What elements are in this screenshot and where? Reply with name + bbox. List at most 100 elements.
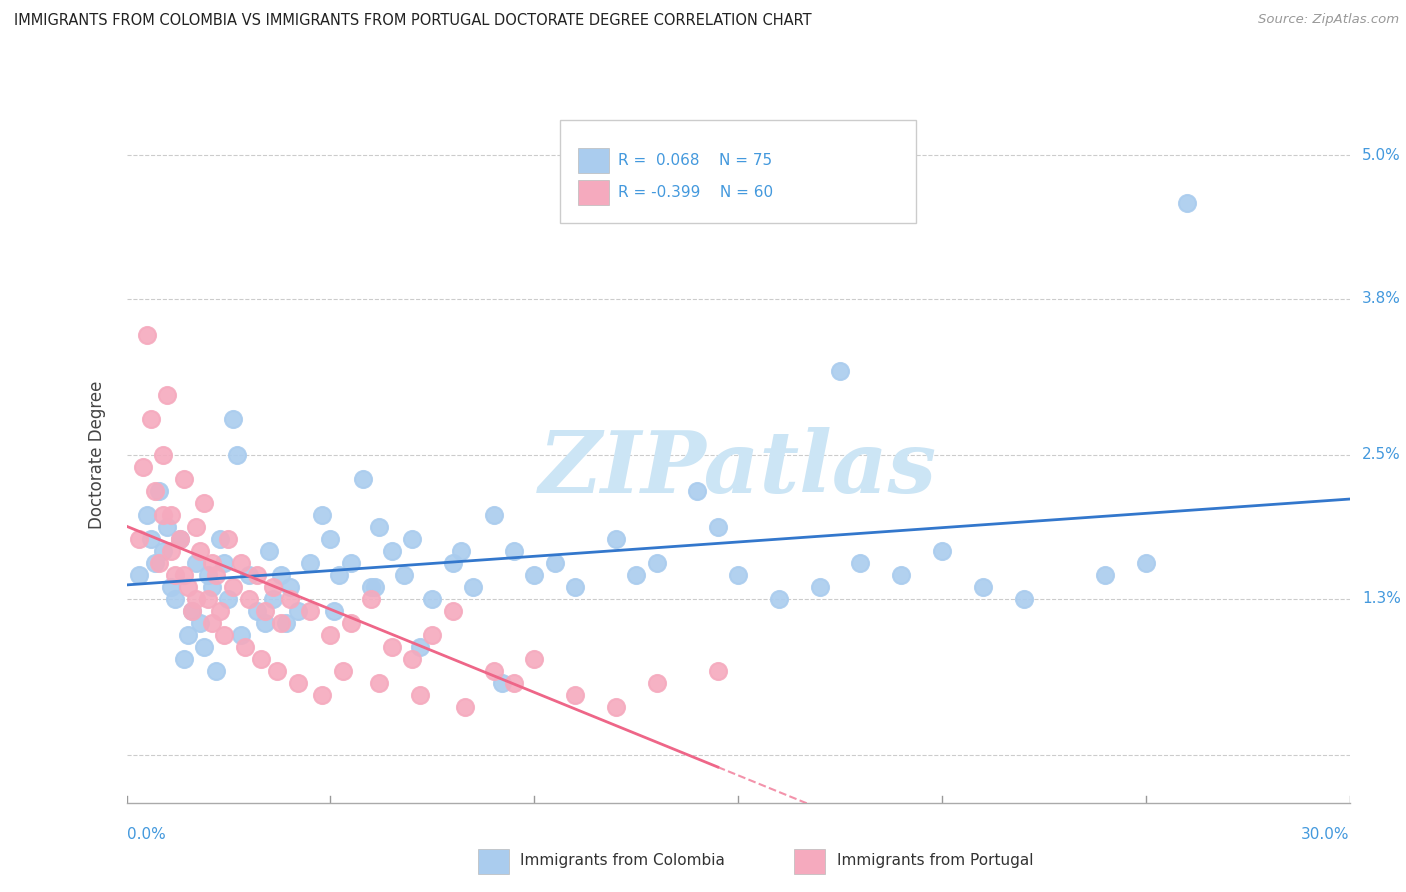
Point bbox=[380, 640, 404, 654]
Point bbox=[401, 652, 423, 666]
Y-axis label: Doctorate Degree: Doctorate Degree bbox=[87, 381, 105, 529]
Point bbox=[270, 567, 292, 582]
Point bbox=[422, 591, 444, 606]
Point bbox=[217, 532, 239, 546]
Point bbox=[214, 556, 236, 570]
Point bbox=[564, 688, 586, 702]
Point bbox=[364, 580, 387, 594]
Point bbox=[392, 567, 415, 582]
Point bbox=[523, 652, 546, 666]
Point bbox=[254, 615, 277, 630]
Point bbox=[221, 580, 243, 594]
Point bbox=[180, 604, 202, 618]
Point bbox=[184, 520, 207, 534]
Point bbox=[849, 556, 872, 570]
Point bbox=[1094, 567, 1116, 582]
Point bbox=[169, 532, 191, 546]
Point bbox=[491, 676, 513, 690]
Point bbox=[360, 591, 382, 606]
Point bbox=[148, 483, 170, 498]
Point bbox=[409, 688, 432, 702]
Point bbox=[503, 676, 526, 690]
Point bbox=[270, 615, 292, 630]
Point bbox=[727, 567, 749, 582]
Point bbox=[238, 591, 260, 606]
Point bbox=[1012, 591, 1035, 606]
Point bbox=[332, 664, 354, 678]
Point bbox=[173, 567, 195, 582]
Point bbox=[380, 544, 404, 558]
Point bbox=[441, 604, 464, 618]
Point bbox=[156, 520, 179, 534]
Point bbox=[311, 688, 333, 702]
Point bbox=[686, 483, 709, 498]
Point bbox=[148, 556, 170, 570]
Text: Immigrants from Colombia: Immigrants from Colombia bbox=[520, 854, 725, 868]
Point bbox=[368, 676, 391, 690]
Text: 1.3%: 1.3% bbox=[1362, 591, 1400, 607]
Point bbox=[441, 556, 464, 570]
Point bbox=[266, 664, 288, 678]
Point bbox=[645, 556, 668, 570]
Point bbox=[233, 640, 256, 654]
Point bbox=[169, 532, 191, 546]
Point bbox=[482, 508, 505, 522]
Point bbox=[1175, 196, 1198, 211]
Point bbox=[184, 591, 207, 606]
Text: Source: ZipAtlas.com: Source: ZipAtlas.com bbox=[1258, 13, 1399, 27]
Point bbox=[543, 556, 565, 570]
Point bbox=[184, 556, 207, 570]
Text: Immigrants from Portugal: Immigrants from Portugal bbox=[837, 854, 1033, 868]
Text: 2.5%: 2.5% bbox=[1362, 448, 1400, 462]
Point bbox=[193, 496, 215, 510]
Point bbox=[706, 520, 728, 534]
Point bbox=[143, 483, 166, 498]
Text: 0.0%: 0.0% bbox=[127, 827, 166, 841]
Text: R = -0.399    N = 60: R = -0.399 N = 60 bbox=[617, 185, 773, 200]
Point bbox=[299, 604, 322, 618]
Text: 30.0%: 30.0% bbox=[1302, 827, 1350, 841]
Point bbox=[139, 412, 162, 426]
Point bbox=[132, 459, 155, 474]
Point bbox=[193, 640, 215, 654]
Point bbox=[287, 676, 309, 690]
Point bbox=[152, 508, 174, 522]
Point bbox=[160, 544, 183, 558]
Point bbox=[323, 604, 346, 618]
Point bbox=[605, 532, 627, 546]
Point bbox=[409, 640, 432, 654]
Point bbox=[972, 580, 994, 594]
Point bbox=[278, 580, 301, 594]
Point bbox=[890, 567, 912, 582]
Point bbox=[214, 628, 236, 642]
Point bbox=[1135, 556, 1157, 570]
Point bbox=[246, 567, 269, 582]
Point bbox=[135, 508, 157, 522]
Point bbox=[626, 567, 648, 582]
Point bbox=[205, 567, 228, 582]
Text: IMMIGRANTS FROM COLOMBIA VS IMMIGRANTS FROM PORTUGAL DOCTORATE DEGREE CORRELATIO: IMMIGRANTS FROM COLOMBIA VS IMMIGRANTS F… bbox=[14, 13, 811, 29]
Point bbox=[564, 580, 586, 594]
Point bbox=[808, 580, 831, 594]
Point bbox=[246, 604, 269, 618]
Point bbox=[274, 615, 297, 630]
Point bbox=[278, 591, 301, 606]
Point bbox=[422, 628, 444, 642]
Point bbox=[217, 591, 239, 606]
Point bbox=[262, 591, 284, 606]
Point bbox=[197, 567, 219, 582]
Point bbox=[340, 556, 363, 570]
Point bbox=[152, 544, 174, 558]
Point bbox=[319, 532, 342, 546]
Point bbox=[450, 544, 472, 558]
Point bbox=[209, 604, 232, 618]
Point bbox=[229, 628, 252, 642]
Point bbox=[830, 364, 852, 378]
Point bbox=[454, 699, 477, 714]
Point bbox=[352, 472, 374, 486]
Point bbox=[287, 604, 309, 618]
Point bbox=[931, 544, 953, 558]
Point bbox=[340, 615, 363, 630]
Text: 3.8%: 3.8% bbox=[1362, 292, 1400, 307]
Point bbox=[165, 567, 187, 582]
